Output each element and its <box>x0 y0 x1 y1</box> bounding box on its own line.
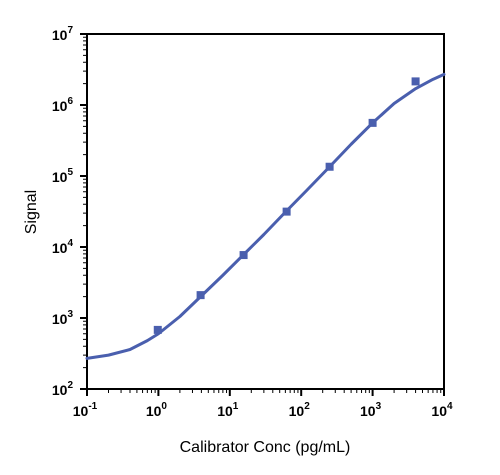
x-tick-label: 102 <box>289 401 311 419</box>
data-point <box>411 77 420 86</box>
x-axis-title: Calibrator Conc (pg/mL) <box>180 439 351 456</box>
data-point <box>368 118 377 127</box>
y-tick-label: 106 <box>52 96 74 114</box>
data-point <box>325 162 334 171</box>
plot-frame <box>86 33 445 390</box>
x-axis: 10-1 100 101 102 103 104 <box>73 389 453 419</box>
x-tick-label: 100 <box>146 401 168 419</box>
fit-curve <box>85 72 446 360</box>
x-tick-label: 10-1 <box>73 401 98 419</box>
x-tick-label: 103 <box>360 401 382 419</box>
y-tick-label: 103 <box>52 309 74 327</box>
y-tick-label: 104 <box>52 238 74 256</box>
y-tick-label: 105 <box>52 167 74 185</box>
y-tick-label: 102 <box>52 380 74 398</box>
plot-area <box>85 33 446 390</box>
y-tick-label: 107 <box>52 25 74 43</box>
data-point <box>196 291 205 300</box>
y-axis: 102 103 104 105 106 107 <box>52 25 87 398</box>
data-point <box>153 325 162 334</box>
data-point <box>239 251 248 260</box>
y-axis-title: Signal <box>23 190 40 234</box>
data-point <box>282 207 291 216</box>
x-tick-label: 101 <box>217 401 239 419</box>
x-tick-label: 104 <box>431 401 453 419</box>
